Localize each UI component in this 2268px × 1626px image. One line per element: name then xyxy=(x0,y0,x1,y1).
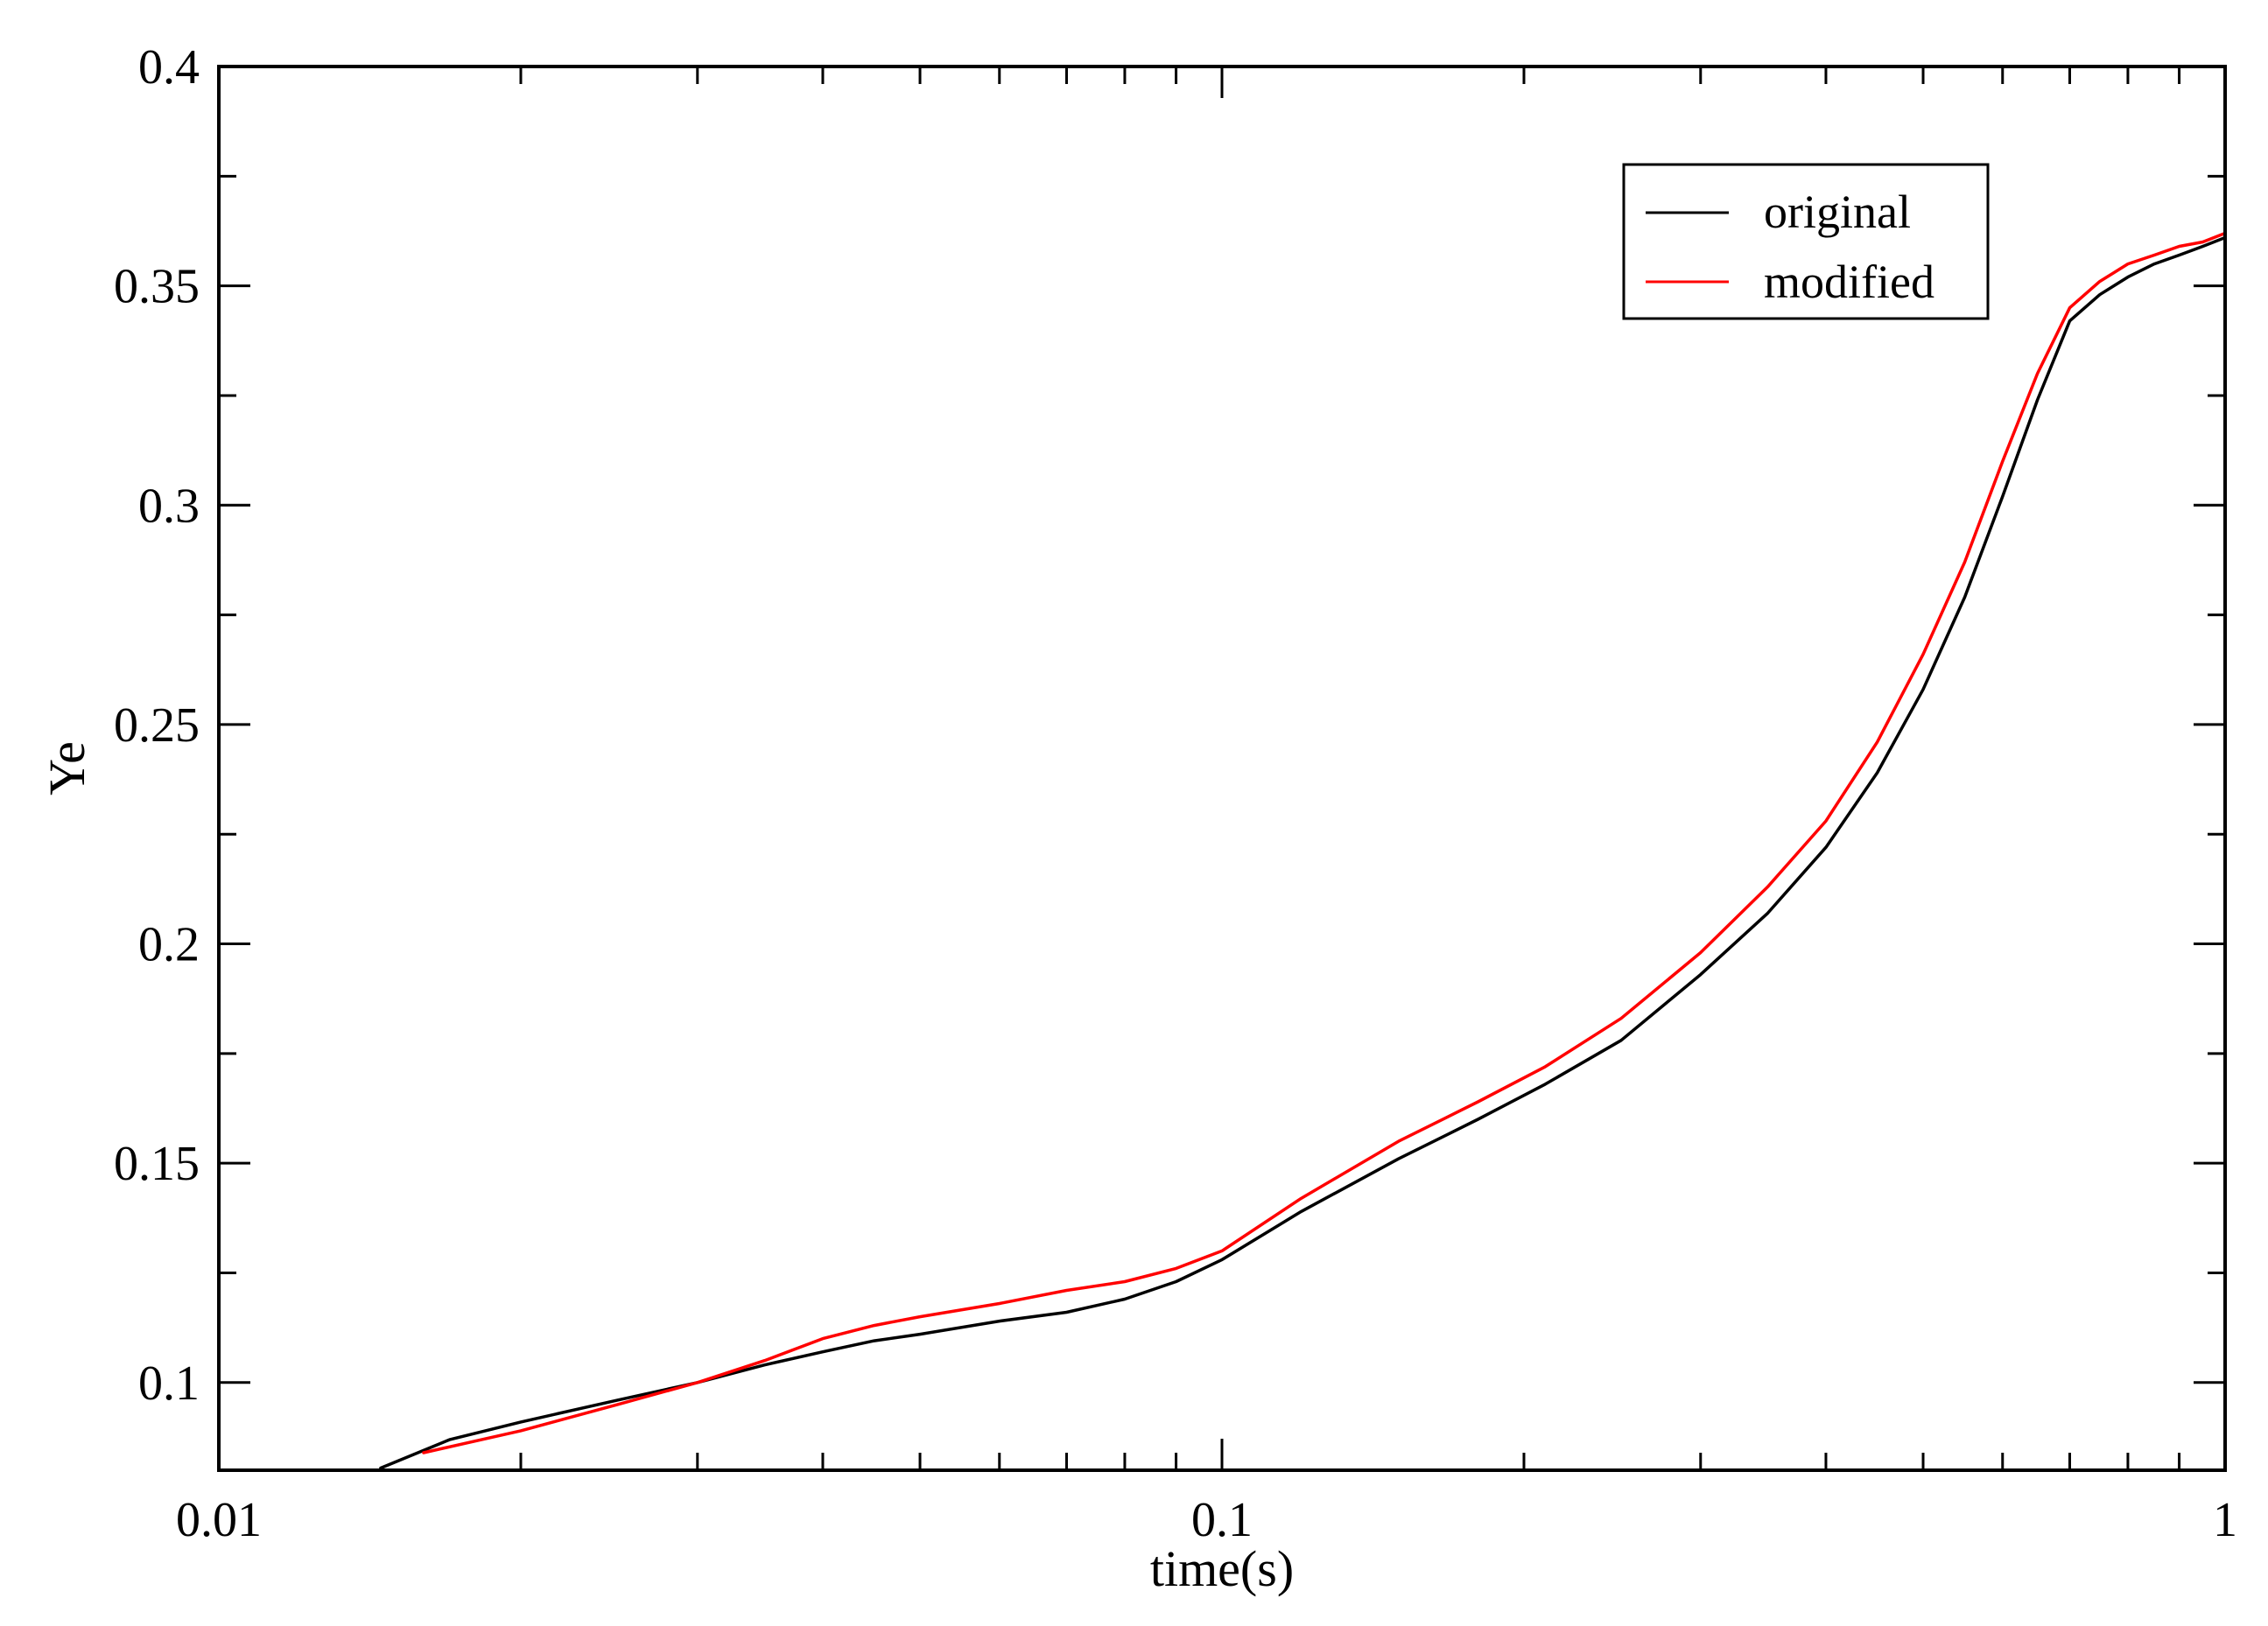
x-tick-label: 0.1 xyxy=(1191,1493,1253,1547)
y-tick-label: 0.4 xyxy=(138,40,200,95)
series-line-original xyxy=(379,235,2227,1470)
y-tick-label: 0.25 xyxy=(114,698,200,753)
x-axis-title: time(s) xyxy=(1150,1540,1294,1597)
x-tick-labels: 0.01 0.1 1 xyxy=(176,1493,2237,1547)
x-tick-label: 0.01 xyxy=(176,1493,262,1547)
series-line-modified xyxy=(422,231,2227,1454)
legend-label-modified: modified xyxy=(1764,256,1934,308)
y-tick-label: 0.1 xyxy=(138,1356,200,1411)
y-tick-labels: 0.1 0.15 0.2 0.25 0.3 0.35 0.4 xyxy=(114,40,200,1411)
y-tick-label: 0.3 xyxy=(138,479,200,533)
legend: original modified xyxy=(1622,163,1990,320)
series-layer xyxy=(379,231,2227,1470)
legend-label-original: original xyxy=(1764,186,1911,238)
legend-box xyxy=(1622,163,1990,320)
y-tick-label: 0.15 xyxy=(114,1137,200,1191)
y-tick-label: 0.35 xyxy=(114,260,200,314)
x-tick-label: 1 xyxy=(2213,1493,2237,1547)
y-axis-title: Ye xyxy=(39,741,95,795)
plot-frame xyxy=(217,65,2227,1472)
tick-marks xyxy=(217,65,2227,1470)
y-tick-label: 0.2 xyxy=(138,918,200,972)
